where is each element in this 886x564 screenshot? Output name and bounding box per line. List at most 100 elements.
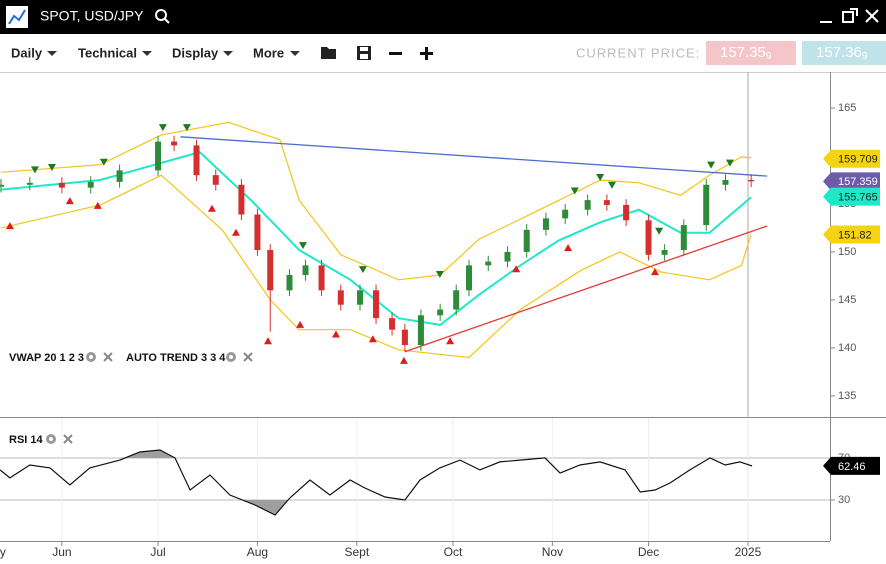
dropdown-caret xyxy=(223,51,233,56)
price-label: 151.82 xyxy=(838,229,872,241)
candle-body xyxy=(417,315,424,346)
price-label: 159.709 xyxy=(838,154,878,166)
candle-body xyxy=(357,290,364,305)
settings-icon[interactable] xyxy=(86,352,96,362)
candle-body xyxy=(155,141,162,171)
candle-body xyxy=(58,182,65,188)
candle-body xyxy=(623,204,630,221)
signal-arrow xyxy=(368,335,377,343)
ask-pip: 9 xyxy=(862,51,868,62)
signal-arrow xyxy=(99,158,108,166)
signal-arrow xyxy=(512,265,521,273)
popout-button[interactable] xyxy=(842,8,858,23)
band-line xyxy=(0,174,752,359)
candle-body xyxy=(238,184,245,215)
indicator-rsi[interactable]: RSI 14 xyxy=(9,434,44,446)
candle-body xyxy=(437,309,444,316)
menu-technical[interactable]: Technical xyxy=(78,45,137,60)
indicator-vwap[interactable]: VWAP 20 1 2 3 xyxy=(9,352,84,364)
price-label: 155.765 xyxy=(838,192,878,204)
candle-body xyxy=(703,184,710,226)
candle-body xyxy=(318,265,325,291)
candle-body xyxy=(193,145,200,176)
logo xyxy=(6,6,28,28)
save-button[interactable] xyxy=(357,46,371,60)
candle-body xyxy=(748,179,755,182)
rsi-line xyxy=(0,449,753,516)
remove-icon[interactable] xyxy=(243,352,253,362)
candle-body xyxy=(212,175,219,185)
indicator-bg xyxy=(4,347,260,367)
band-line xyxy=(0,150,752,326)
bid-pip: 9 xyxy=(766,51,772,62)
signal-arrow xyxy=(65,197,74,205)
signal-arrow xyxy=(47,163,56,171)
remove-icon[interactable] xyxy=(63,434,73,444)
signal-arrow xyxy=(264,337,273,345)
search-button[interactable] xyxy=(155,9,170,24)
remove-icon[interactable] xyxy=(103,352,113,362)
zoom-in-button[interactable] xyxy=(420,47,433,60)
x-tick-label: Aug xyxy=(247,545,268,559)
open-button[interactable] xyxy=(321,47,336,59)
candle-body xyxy=(523,229,530,252)
ask-box[interactable] xyxy=(802,41,886,65)
ask-price: 157.369 xyxy=(816,44,868,62)
menu-daily[interactable]: Daily xyxy=(11,45,43,60)
price-label: 62.46 xyxy=(838,461,866,473)
title-bar xyxy=(0,0,886,34)
indicator-auto-trend[interactable]: AUTO TREND 3 3 4 xyxy=(126,352,226,364)
candle-body xyxy=(116,170,123,182)
close-button[interactable] xyxy=(865,9,879,23)
candle-body xyxy=(453,290,460,310)
candle-body xyxy=(26,182,33,185)
current-price-label: CURRENT PRICE: xyxy=(576,45,700,60)
x-tick-label: Sept xyxy=(344,545,369,559)
settings-icon[interactable] xyxy=(46,434,56,444)
signal-arrow xyxy=(207,204,216,212)
settings-icon[interactable] xyxy=(226,352,236,362)
bid-main: 157.35 xyxy=(720,44,766,61)
zoom-out-button[interactable] xyxy=(389,52,402,55)
dropdown-caret xyxy=(290,51,300,56)
signal-arrow xyxy=(298,242,307,250)
candle-body xyxy=(302,265,309,275)
signal-arrow xyxy=(331,330,340,338)
signal-arrow xyxy=(358,266,367,274)
y-tick-label: 140 xyxy=(838,342,856,354)
y-tick-label: 145 xyxy=(838,294,856,306)
candle-body xyxy=(254,214,261,251)
signal-arrow xyxy=(158,124,167,132)
x-tick-label: Nov xyxy=(542,545,563,559)
candle-body xyxy=(87,181,94,188)
price-label-box xyxy=(823,456,880,475)
signal-arrow xyxy=(564,244,573,252)
y-tick-label: 150 xyxy=(838,246,856,258)
signal-arrow xyxy=(182,124,191,132)
candle-body xyxy=(542,218,549,230)
signal-arrow xyxy=(446,337,455,345)
signal-arrow xyxy=(435,270,444,278)
signal-arrow xyxy=(30,166,39,174)
x-tick-label: 2025 xyxy=(735,545,762,559)
menu-more[interactable]: More xyxy=(253,45,284,60)
price-label-box xyxy=(823,187,880,206)
candle-body xyxy=(661,250,668,255)
price-label-box xyxy=(823,172,880,191)
ask-main: 157.36 xyxy=(816,44,862,61)
candle-body xyxy=(504,251,511,262)
signal-arrow xyxy=(608,181,617,189)
candle-body xyxy=(722,179,729,185)
window-title: SPOT, USD/JPY xyxy=(40,8,144,24)
x-tick-label: Dec xyxy=(638,545,659,559)
overbought-fill xyxy=(0,450,753,458)
signal-arrow xyxy=(399,356,408,364)
bid-box[interactable] xyxy=(706,41,796,65)
signal-arrow xyxy=(650,268,659,276)
x-tick-label: Oct xyxy=(444,545,463,559)
candle-body xyxy=(389,318,396,330)
candle-body xyxy=(466,265,473,291)
menu-display[interactable]: Display xyxy=(172,45,219,60)
candle-body xyxy=(286,274,293,291)
x-tick-label: May xyxy=(0,545,6,559)
